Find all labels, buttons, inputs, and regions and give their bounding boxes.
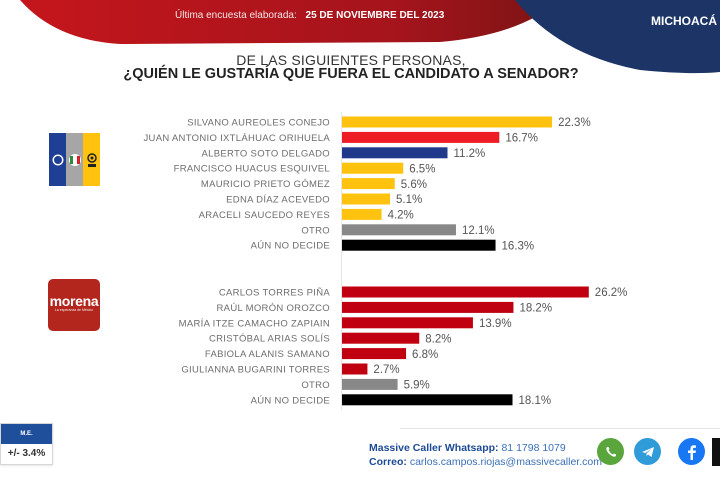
morena-logo: morena La esperanza de México	[48, 279, 100, 331]
region-title: MICHOACÁ	[651, 14, 717, 28]
category-label: AÚN NO DECIDE	[251, 241, 330, 252]
category-label: ARACELI SAUCEDO REYES	[199, 210, 330, 221]
bar	[342, 147, 448, 159]
question-line-1: DE LAS SIGUIENTES PERSONAS,	[0, 52, 720, 68]
category-label: ALBERTO SOTO DELGADO	[202, 148, 330, 159]
question-line-1-text: DE LAS SIGUIENTES PERSONAS,	[236, 52, 466, 68]
value-label: 8.2%	[425, 333, 451, 345]
value-label: 22.3%	[558, 117, 591, 129]
category-label: GIULIANNA BUGARINI TORRES	[181, 365, 330, 376]
bar	[342, 301, 514, 313]
value-label: 11.2%	[454, 148, 486, 160]
email-address[interactable]: carlos.campos.riojas@massivecaller.com	[409, 456, 602, 468]
contact-info: Massive Caller Whatsapp: 81 1798 1079 Co…	[369, 441, 602, 469]
morena-logo-name: morena	[49, 293, 99, 309]
bar	[342, 317, 473, 329]
bar	[342, 332, 420, 344]
category-label: RAÚL MORÓN OROZCO	[217, 303, 330, 314]
bar	[342, 116, 553, 128]
question-line-2: ¿QUIÉN LE GUSTARÍA QUE FUERA EL CANDIDAT…	[0, 66, 720, 82]
bar	[342, 162, 404, 174]
red-banner	[20, 0, 560, 44]
prd-stripe	[83, 133, 100, 186]
value-label: 6.8%	[412, 349, 438, 361]
coalition-logo	[49, 133, 100, 186]
value-label: 16.3%	[502, 240, 535, 252]
bar-group-1: SILVANO AUREOLES CONEJO 22.3% JUAN ANTONIO…	[144, 116, 591, 252]
bar	[342, 378, 398, 390]
prd-icon	[86, 152, 97, 167]
value-label: 12.1%	[462, 225, 495, 237]
category-label: CARLOS TORRES PIÑA	[219, 288, 331, 299]
value-label: 26.2%	[595, 287, 628, 299]
margin-of-error-label: M.E.	[1, 424, 52, 444]
pri-icon	[68, 153, 81, 166]
question-line-2-text: ¿QUIÉN LE GUSTARÍA QUE FUERA EL CANDIDAT…	[123, 66, 579, 82]
bar	[342, 193, 391, 205]
margin-of-error-value: +/- 3.4%	[7, 448, 46, 459]
value-label: 2.7%	[373, 364, 399, 376]
last-survey-label: Última encuesta elaborada:	[175, 10, 297, 21]
category-label: EDNA DÍAZ ACEVEDO	[226, 195, 330, 206]
pri-stripe	[66, 133, 83, 186]
telegram-icon[interactable]	[634, 438, 661, 465]
whatsapp-icon[interactable]	[597, 438, 624, 465]
whatsapp-label: Massive Caller Whatsapp:	[369, 442, 499, 454]
category-label: MARÍA ITZE CAMACHO ZAPIAIN	[179, 318, 330, 329]
value-label: 5.9%	[404, 380, 430, 392]
value-label: 13.9%	[479, 318, 512, 330]
value-label: 5.6%	[401, 179, 427, 191]
bar	[342, 208, 382, 220]
last-survey-date: 25 DE NOVIEMBRE DEL 2023	[305, 10, 445, 21]
category-label: FABIOLA ALANIS SAMANO	[205, 349, 330, 360]
bar	[342, 131, 500, 143]
category-label: MAURICIO PRIETO GÓMEZ	[201, 179, 330, 190]
bar	[342, 394, 513, 406]
bar-group-2: CARLOS TORRES PIÑA 26.2% RAÚL MORÓN OROZCO…	[179, 286, 628, 407]
pan-icon	[51, 153, 64, 166]
email-line: Correo: carlos.campos.riojas@massivecall…	[369, 455, 602, 469]
morena-logo-subtitle: La esperanza de México	[54, 308, 94, 312]
bar	[342, 363, 368, 375]
value-label: 16.7%	[505, 133, 538, 145]
whatsapp-number[interactable]: 81 1798 1079	[501, 442, 566, 454]
last-survey-info: Última encuesta elaborada: 25 DE NOVIEMB…	[175, 10, 444, 21]
bar	[342, 286, 589, 298]
category-label: SILVANO AUREOLES CONEJO	[187, 118, 330, 129]
category-label: CRISTÓBAL ARIAS SOLÍS	[209, 334, 330, 345]
email-label: Correo:	[369, 456, 407, 468]
value-label: 18.2%	[519, 303, 552, 315]
category-label: FRANCISCO HUACUS ESQUIVEL	[174, 164, 330, 175]
category-label: AÚN NO DECIDE	[251, 395, 330, 406]
margin-of-error-box: M.E. +/- 3.4%	[0, 423, 53, 465]
value-label: 18.1%	[519, 395, 552, 407]
category-label: OTRO	[301, 225, 330, 236]
bar	[342, 178, 395, 190]
bar	[342, 239, 496, 251]
blue-circle	[515, 0, 720, 74]
value-label: 6.5%	[409, 163, 435, 175]
bar	[342, 224, 456, 236]
footer-divider	[400, 428, 720, 429]
edge-element	[712, 438, 720, 466]
facebook-icon[interactable]	[678, 438, 705, 465]
whatsapp-line: Massive Caller Whatsapp: 81 1798 1079	[369, 441, 602, 455]
bar	[342, 348, 407, 360]
category-label: JUAN ANTONIO IXTLÁHUAC ORIHUELA	[144, 133, 331, 144]
value-label: 5.1%	[396, 194, 422, 206]
pan-stripe	[49, 133, 66, 186]
category-label: OTRO	[301, 380, 330, 391]
value-label: 4.2%	[388, 210, 414, 222]
